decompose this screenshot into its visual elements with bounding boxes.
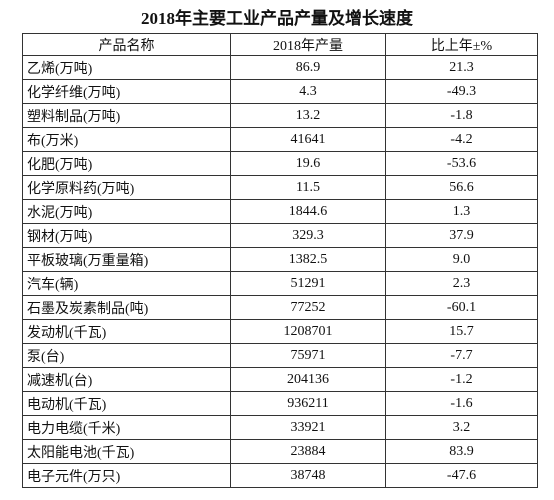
value-cell: -47.6 [385, 463, 538, 488]
value-cell: -4.2 [385, 127, 538, 152]
product-name: 乙烯(万吨) [22, 55, 231, 80]
value-cell: 2.3 [385, 271, 538, 296]
value-cell: 56.6 [385, 175, 538, 200]
product-name: 电子元件(万只) [22, 463, 231, 488]
product-name: 减速机(台) [22, 367, 231, 392]
value-cell: -7.7 [385, 343, 538, 368]
value-cell: 329.3 [230, 223, 386, 248]
product-name: 太阳能电池(千瓦) [22, 439, 231, 464]
table-row: 发动机(千瓦) 1208701 15.7 [22, 319, 538, 344]
product-name: 塑料制品(万吨) [22, 103, 231, 128]
value-cell: 9.0 [385, 247, 538, 272]
table-row: 乙烯(万吨) 86.9 21.3 [22, 55, 538, 80]
value-cell: 15.7 [385, 319, 538, 344]
table-row: 电子元件(万只) 38748 -47.6 [22, 463, 538, 488]
product-name: 电动机(千瓦) [22, 391, 231, 416]
value-cell: 75971 [230, 343, 386, 368]
table-row: 布(万米) 41641 -4.2 [22, 127, 538, 152]
value-cell: 13.2 [230, 103, 386, 128]
data-table: 产品名称 2018年产量 比上年±% 乙烯(万吨) 86.9 21.3 化学纤维(万吨) 4… [22, 33, 538, 488]
value-cell: 1382.5 [230, 247, 386, 272]
product-name: 电力电缆(千米) [22, 415, 231, 440]
table-row: 水泥(万吨) 1844.6 1.3 [22, 199, 538, 224]
product-name: 平板玻璃(万重量箱) [22, 247, 231, 272]
value-cell: 936211 [230, 391, 386, 416]
value-cell: 1208701 [230, 319, 386, 344]
table-row: 电力电缆(千米) 33921 3.2 [22, 415, 538, 440]
column-header: 比上年±% [385, 33, 538, 56]
column-header: 产品名称 [22, 33, 231, 56]
table-row: 塑料制品(万吨) 13.2 -1.8 [22, 103, 538, 128]
value-cell: 19.6 [230, 151, 386, 176]
product-name: 发动机(千瓦) [22, 319, 231, 344]
product-name: 钢材(万吨) [22, 223, 231, 248]
value-cell: 41641 [230, 127, 386, 152]
value-cell: -49.3 [385, 79, 538, 104]
table-row: 泵(台) 75971 -7.7 [22, 343, 538, 368]
value-cell: 11.5 [230, 175, 386, 200]
value-cell: 23884 [230, 439, 386, 464]
value-cell: 33921 [230, 415, 386, 440]
product-name: 化学纤维(万吨) [22, 79, 231, 104]
product-name: 石墨及炭素制品(吨) [22, 295, 231, 320]
header-row: 产品名称 2018年产量 比上年±% [22, 33, 538, 56]
value-cell: 37.9 [385, 223, 538, 248]
table-row: 电动机(千瓦) 936211 -1.6 [22, 391, 538, 416]
product-name: 化肥(万吨) [22, 151, 231, 176]
value-cell: -60.1 [385, 295, 538, 320]
product-name: 泵(台) [22, 343, 231, 368]
table-title: 2018年主要工业产品产量及增长速度 [141, 9, 413, 28]
value-cell: 1.3 [385, 199, 538, 224]
column-header: 2018年产量 [230, 33, 386, 56]
value-cell: 3.2 [385, 415, 538, 440]
value-cell: 86.9 [230, 55, 386, 80]
value-cell: 21.3 [385, 55, 538, 80]
value-cell: 204136 [230, 367, 386, 392]
table-row: 化学纤维(万吨) 4.3 -49.3 [22, 79, 538, 104]
table-body: 乙烯(万吨) 86.9 21.3 化学纤维(万吨) 4.3 -49.3 塑料制品(万吨) 13… [22, 55, 538, 488]
table-row: 化学原料药(万吨) 11.5 56.6 [22, 175, 538, 200]
value-cell: 51291 [230, 271, 386, 296]
value-cell: -1.2 [385, 367, 538, 392]
value-cell: -1.8 [385, 103, 538, 128]
table-row: 石墨及炭素制品(吨) 77252 -60.1 [22, 295, 538, 320]
value-cell: 1844.6 [230, 199, 386, 224]
table-row: 平板玻璃(万重量箱) 1382.5 9.0 [22, 247, 538, 272]
product-name: 水泥(万吨) [22, 199, 231, 224]
value-cell: 38748 [230, 463, 386, 488]
value-cell: 77252 [230, 295, 386, 320]
value-cell: 83.9 [385, 439, 538, 464]
table-row: 太阳能电池(千瓦) 23884 83.9 [22, 439, 538, 464]
table-row: 减速机(台) 204136 -1.2 [22, 367, 538, 392]
table-head: 产品名称 2018年产量 比上年±% [22, 33, 538, 56]
value-cell: 4.3 [230, 79, 386, 104]
product-name: 汽车(辆) [22, 271, 231, 296]
product-name: 布(万米) [22, 127, 231, 152]
table-row: 汽车(辆) 51291 2.3 [22, 271, 538, 296]
table-row: 钢材(万吨) 329.3 37.9 [22, 223, 538, 248]
value-cell: -53.6 [385, 151, 538, 176]
table-row: 化肥(万吨) 19.6 -53.6 [22, 151, 538, 176]
product-name: 化学原料药(万吨) [22, 175, 231, 200]
value-cell: -1.6 [385, 391, 538, 416]
